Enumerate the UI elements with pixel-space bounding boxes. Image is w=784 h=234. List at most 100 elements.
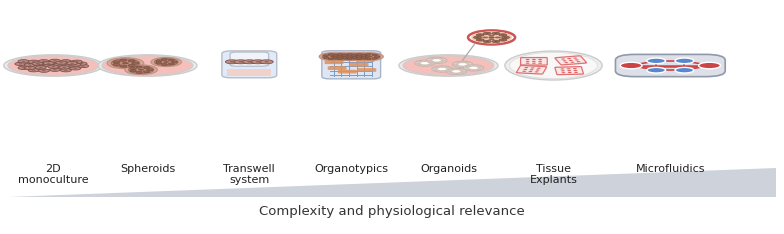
Circle shape [19, 63, 22, 64]
Circle shape [70, 63, 81, 66]
Circle shape [347, 54, 352, 55]
FancyBboxPatch shape [328, 66, 347, 70]
Circle shape [476, 37, 479, 38]
Circle shape [338, 53, 365, 61]
Circle shape [574, 72, 578, 73]
Circle shape [38, 64, 41, 65]
Circle shape [358, 56, 363, 57]
Circle shape [143, 71, 150, 73]
Text: Tissue
Explants: Tissue Explants [529, 164, 578, 185]
Text: 2D
monoculture: 2D monoculture [18, 164, 89, 185]
Circle shape [230, 61, 234, 62]
Circle shape [28, 67, 31, 68]
Circle shape [338, 54, 343, 55]
Circle shape [80, 63, 83, 64]
Circle shape [488, 35, 495, 37]
FancyBboxPatch shape [222, 51, 277, 78]
Circle shape [453, 68, 459, 70]
Text: Organotypics: Organotypics [314, 164, 388, 174]
Circle shape [337, 56, 342, 57]
Circle shape [58, 64, 61, 65]
Circle shape [485, 41, 488, 42]
Circle shape [63, 67, 66, 68]
Circle shape [352, 57, 357, 58]
Circle shape [162, 59, 167, 61]
Circle shape [426, 64, 433, 66]
Circle shape [426, 61, 433, 63]
Circle shape [352, 55, 357, 56]
Circle shape [475, 66, 481, 67]
Circle shape [349, 56, 354, 57]
Circle shape [333, 55, 338, 56]
Circle shape [434, 57, 440, 59]
Circle shape [495, 37, 501, 38]
Circle shape [64, 61, 67, 62]
Circle shape [569, 60, 572, 61]
Circle shape [446, 68, 466, 74]
Circle shape [525, 59, 529, 60]
Circle shape [343, 55, 347, 56]
Circle shape [113, 61, 120, 63]
Circle shape [366, 58, 371, 59]
Circle shape [573, 70, 577, 71]
Circle shape [130, 70, 136, 72]
Circle shape [483, 32, 491, 35]
Circle shape [422, 60, 428, 62]
Circle shape [22, 67, 25, 68]
Circle shape [495, 41, 498, 42]
Circle shape [319, 53, 346, 61]
Circle shape [576, 61, 580, 62]
Circle shape [238, 61, 243, 62]
Polygon shape [8, 168, 776, 197]
Circle shape [43, 62, 54, 65]
Circle shape [60, 60, 71, 63]
Circle shape [434, 62, 440, 63]
Circle shape [343, 54, 349, 56]
Circle shape [76, 62, 87, 65]
Circle shape [564, 62, 568, 63]
FancyBboxPatch shape [321, 51, 381, 79]
Circle shape [476, 39, 484, 41]
Circle shape [128, 64, 135, 66]
Circle shape [415, 62, 421, 64]
FancyBboxPatch shape [555, 67, 583, 75]
Circle shape [42, 70, 45, 71]
Circle shape [70, 67, 81, 70]
Circle shape [432, 66, 452, 72]
Circle shape [448, 72, 455, 74]
Circle shape [366, 54, 371, 55]
Circle shape [522, 71, 526, 72]
Circle shape [156, 60, 162, 62]
Circle shape [495, 33, 498, 34]
Circle shape [372, 54, 377, 56]
Circle shape [339, 56, 344, 57]
Circle shape [356, 56, 361, 57]
Circle shape [567, 70, 572, 71]
Circle shape [143, 67, 150, 69]
Circle shape [561, 68, 564, 69]
Circle shape [561, 70, 565, 71]
Circle shape [438, 61, 445, 63]
Circle shape [65, 64, 76, 67]
Circle shape [47, 63, 50, 64]
Circle shape [573, 58, 577, 59]
Circle shape [458, 72, 464, 74]
Circle shape [75, 61, 78, 62]
Circle shape [468, 30, 515, 44]
Circle shape [439, 70, 445, 72]
Circle shape [464, 62, 470, 64]
Circle shape [488, 38, 495, 40]
Circle shape [434, 69, 441, 71]
Circle shape [78, 64, 89, 68]
Circle shape [42, 61, 45, 62]
Circle shape [154, 58, 178, 66]
Text: Complexity and physiological relevance: Complexity and physiological relevance [260, 205, 524, 218]
Circle shape [675, 58, 694, 64]
Ellipse shape [102, 56, 193, 75]
Circle shape [324, 55, 328, 56]
Circle shape [532, 59, 536, 60]
Circle shape [28, 65, 31, 66]
Circle shape [56, 61, 67, 64]
FancyBboxPatch shape [325, 60, 343, 64]
Circle shape [341, 54, 361, 60]
